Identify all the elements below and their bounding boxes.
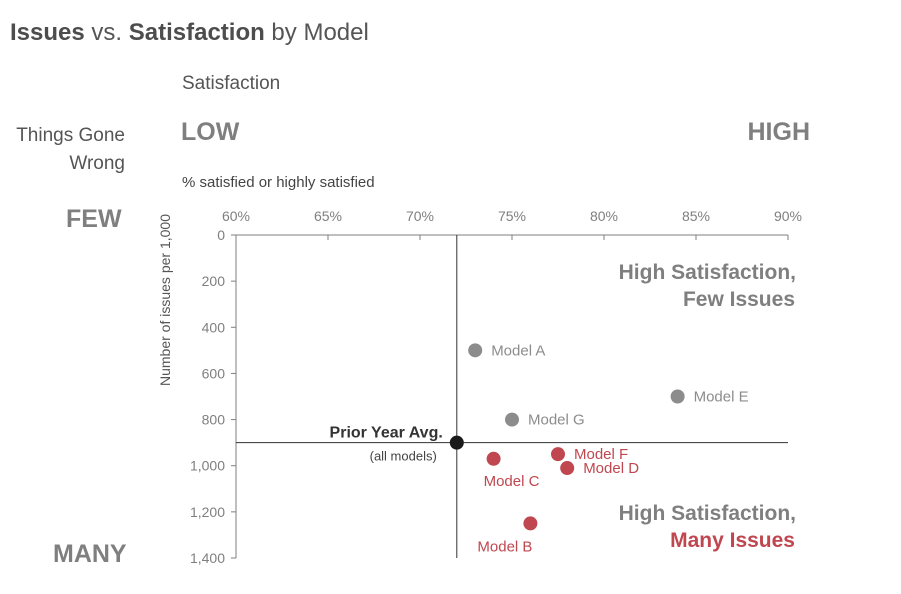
- x-tick-label: 75%: [498, 208, 526, 224]
- model-c-point: [486, 451, 501, 466]
- model-g-point: [505, 412, 519, 427]
- x-axis-label: % satisfied or highly satisfied: [182, 174, 375, 191]
- y-tick-label: 1,200: [190, 504, 225, 520]
- model-c-label: Model C: [484, 473, 540, 490]
- many-label: MANY: [53, 540, 127, 568]
- y-tick-label: 400: [202, 319, 226, 335]
- model-a-label: Model A: [491, 342, 545, 359]
- model-b-point: [523, 516, 538, 531]
- y-tick-label: 200: [202, 273, 226, 289]
- prior-year-avg-sublabel: (all models): [370, 449, 437, 464]
- model-d-label: Model D: [583, 460, 639, 477]
- model-g-label: Model G: [528, 412, 585, 429]
- title-issues: Issues: [10, 19, 85, 46]
- x-tick-label: 65%: [314, 208, 342, 224]
- few-label: FEW: [66, 205, 122, 233]
- title-satisfaction: Satisfaction: [128, 19, 265, 46]
- title-by-model: by Model: [264, 19, 369, 46]
- prior-year-avg-label: Prior Year Avg.: [330, 425, 443, 442]
- model-a-point: [468, 343, 483, 358]
- things-gone-wrong-line1: Things Gone: [16, 125, 125, 146]
- high-label: HIGH: [747, 118, 811, 146]
- annotation-bottom-line1: High Satisfaction,: [619, 502, 796, 525]
- prior-year-avg-point: [449, 435, 464, 450]
- annotation-top-line2: Few Issues: [683, 288, 795, 311]
- y-tick-label: 800: [202, 412, 226, 428]
- model-b-label: Model B: [477, 538, 532, 555]
- y-tick-label: 1,000: [190, 458, 225, 474]
- x-tick-label: 85%: [682, 208, 710, 224]
- things-gone-wrong-label: Things Gone Wrong: [0, 122, 125, 178]
- x-tick-label: 80%: [590, 208, 618, 224]
- y-tick-label: 0: [217, 227, 225, 243]
- x-tick-label: 70%: [406, 208, 434, 224]
- model-f-label: Model F: [574, 446, 628, 463]
- model-e-point: [670, 389, 685, 404]
- model-f-point: [551, 447, 565, 462]
- chart-title: Issues vs. Satisfaction by Model: [10, 19, 369, 47]
- things-gone-wrong-line2: Wrong: [69, 153, 125, 174]
- y-tick-label: 600: [202, 365, 226, 381]
- title-vs: vs.: [84, 19, 129, 46]
- x-tick-label: 90%: [774, 208, 802, 224]
- satisfaction-axis-title: Satisfaction: [182, 73, 281, 94]
- model-e-label: Model E: [694, 389, 749, 406]
- annotation-bottom-line2: Many Issues: [670, 529, 795, 552]
- model-d-point: [560, 461, 575, 476]
- x-tick-label: 60%: [222, 208, 250, 224]
- low-label: LOW: [181, 118, 240, 146]
- y-tick-label: 1,400: [190, 550, 225, 566]
- annotation-top-line1: High Satisfaction,: [619, 261, 796, 284]
